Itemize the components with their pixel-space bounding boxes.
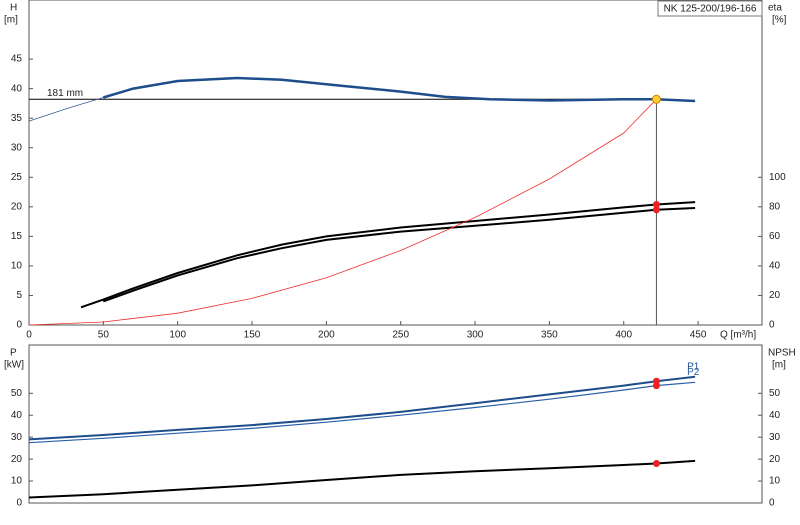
curve (102, 207, 696, 303)
x-tick-label: 250 (392, 330, 409, 341)
x-tick-label: 100 (169, 330, 186, 341)
y2-tick-label: 0 (769, 320, 775, 331)
y-tick-label: 10 (11, 476, 23, 487)
duty-point (651, 94, 661, 104)
y2-axis-unit: [m] (772, 360, 786, 371)
y-axis-unit: [kW] (4, 360, 24, 371)
y2-tick-label: 50 (769, 388, 781, 399)
y-tick-label: 45 (11, 54, 23, 65)
y-axis-unit: [m] (4, 15, 18, 26)
y2-tick-label: 100 (769, 172, 786, 183)
y2-tick-label: 80 (769, 201, 781, 212)
y2-tick-label: 60 (769, 231, 781, 242)
y2-tick-label: 0 (769, 498, 775, 509)
y-tick-label: 40 (11, 410, 23, 421)
curve (28, 381, 696, 444)
y2-tick-label: 40 (769, 261, 781, 272)
x-tick-label: 0 (26, 330, 32, 341)
y-tick-label: 0 (16, 498, 22, 509)
y-tick-label: 25 (11, 172, 23, 183)
title-box (657, 0, 763, 17)
x-tick-label: 400 (615, 330, 632, 341)
y-tick-label: 35 (11, 113, 23, 124)
y-tick-label: 20 (11, 454, 23, 465)
curve (28, 99, 657, 326)
y-tick-label: 30 (11, 142, 23, 153)
y-tick-label: 30 (11, 432, 23, 443)
y-tick-label: 40 (11, 83, 23, 94)
curve-label: P1 (687, 361, 700, 372)
y2-axis-unit: [%] (772, 15, 787, 26)
curve (80, 201, 696, 309)
y-tick-label: 10 (11, 261, 23, 272)
y-tick-label: 0 (16, 320, 22, 331)
plot-frame (28, 0, 763, 326)
duty-label: 181 mm (47, 88, 83, 99)
y-tick-label: 5 (16, 290, 22, 301)
y2-tick-label: 20 (769, 290, 781, 301)
x-tick-label: 450 (690, 330, 707, 341)
y2-tick-label: 20 (769, 454, 781, 465)
y2-axis-label: eta (768, 3, 782, 14)
curve (102, 76, 696, 103)
curve-marker (652, 200, 660, 208)
y2-tick-label: 30 (769, 432, 781, 443)
curve (28, 375, 696, 441)
y2-tick-label: 40 (769, 410, 781, 421)
curve-marker (652, 206, 660, 214)
curve-marker (652, 460, 660, 467)
curve (28, 459, 696, 499)
y2-axis-label: NPSH (768, 348, 796, 359)
x-tick-label: 50 (98, 330, 110, 341)
x-tick-label: 300 (467, 330, 484, 341)
curve-marker (652, 382, 660, 390)
y2-tick-label: 10 (769, 476, 781, 487)
y-tick-label: 15 (11, 231, 23, 242)
y-tick-label: 20 (11, 201, 23, 212)
curve-label: P2 (687, 367, 700, 378)
x-tick-label: 350 (541, 330, 558, 341)
plot-frame (28, 344, 763, 504)
y-axis-label: H (10, 3, 17, 14)
x-tick-label: 200 (318, 330, 335, 341)
x-tick-label: 150 (244, 330, 261, 341)
y-axis-label: P (10, 348, 17, 359)
curve (28, 97, 104, 122)
y-tick-label: 50 (11, 388, 23, 399)
chart-title: NK 125-200/196-166 (664, 4, 757, 15)
x-axis-label: Q [m³/h] (720, 330, 756, 341)
